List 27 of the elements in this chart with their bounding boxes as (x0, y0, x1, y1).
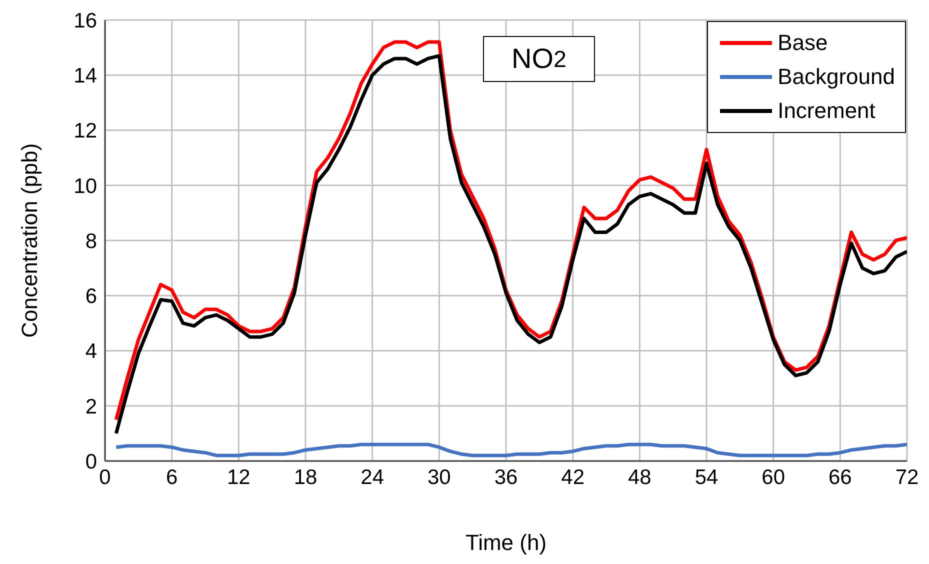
y-tick-label: 0 (85, 450, 97, 474)
x-tick-label: 18 (294, 466, 318, 489)
y-tick-label: 2 (85, 395, 97, 418)
x-tick-label: 54 (694, 466, 718, 489)
line-series (114, 442, 907, 458)
x-tick-label: 66 (828, 466, 852, 489)
x-tick-label: 60 (762, 466, 786, 489)
y-tick-label: 4 (85, 340, 98, 364)
y-axis-title: Concentration (ppb) (16, 143, 42, 338)
legend-label: Background (778, 63, 895, 91)
y-tick-label: 10 (74, 174, 97, 198)
x-tick-label: 24 (360, 466, 384, 489)
x-tick-label: 42 (561, 466, 585, 489)
x-tick-label: 6 (166, 466, 178, 489)
y-tick-label: 6 (85, 285, 97, 308)
y-tick-label: 14 (74, 64, 98, 88)
x-tick-label: 12 (226, 466, 250, 489)
x-tick-label: 36 (494, 466, 518, 489)
legend-label: Base (778, 29, 828, 57)
y-tick-label: 12 (74, 120, 97, 143)
x-tick-label: 30 (427, 466, 451, 489)
x-axis-title: Time (h) (465, 530, 547, 555)
y-tick-label: 8 (85, 230, 97, 253)
y-tick-label: 16 (74, 9, 97, 32)
x-tick-label: 72 (895, 466, 919, 489)
legend-label: Increment (778, 97, 876, 125)
x-tick-label: 48 (628, 466, 652, 489)
